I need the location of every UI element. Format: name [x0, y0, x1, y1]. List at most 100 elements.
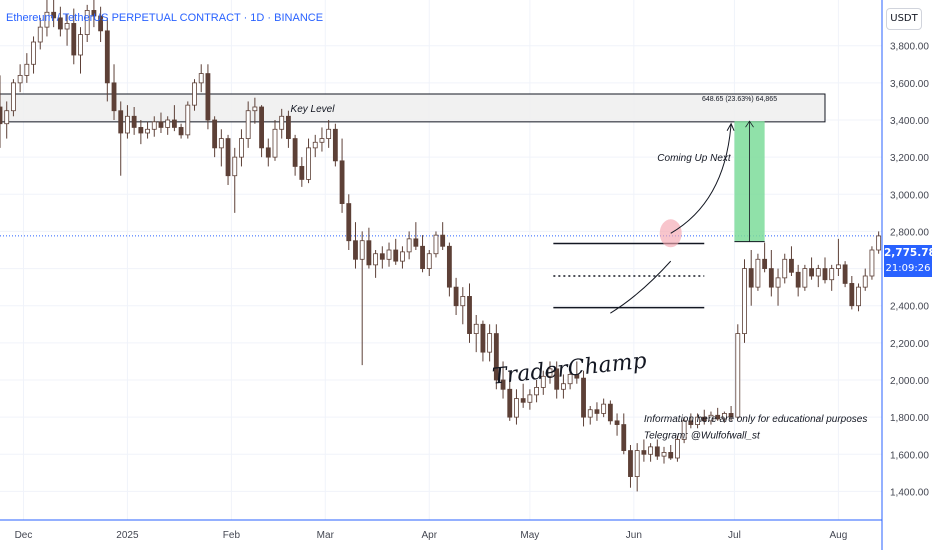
candle-body — [91, 10, 97, 17]
candle-body — [319, 138, 325, 143]
candle-body — [755, 258, 761, 288]
candle — [299, 157, 305, 187]
candle-body — [601, 403, 607, 414]
y-tick-label: 2,400.00 — [890, 302, 929, 313]
candle-body — [721, 413, 727, 420]
candle — [715, 407, 721, 421]
candle-body — [728, 413, 734, 418]
candle-body — [815, 268, 821, 277]
candle — [171, 105, 177, 132]
candle — [822, 257, 828, 284]
candle — [708, 411, 714, 425]
candle-body — [587, 409, 593, 418]
candle — [768, 250, 774, 297]
candle — [701, 409, 707, 425]
candle-body — [78, 34, 83, 56]
candle — [869, 246, 875, 280]
x-tick-label: Jul — [728, 530, 741, 541]
candle-body — [71, 23, 77, 56]
candle-body — [279, 115, 285, 130]
candle-body — [413, 238, 419, 247]
target-arrow-head — [745, 120, 754, 128]
candle-body — [131, 115, 137, 128]
candle-body — [547, 368, 553, 377]
coming-up-next-label: Coming Up Next — [657, 153, 732, 164]
candle — [339, 138, 345, 213]
trend-curve — [610, 260, 672, 314]
candle — [192, 79, 197, 111]
candle-body — [782, 258, 788, 279]
candle — [104, 17, 110, 102]
candle — [306, 138, 311, 184]
candle-body — [44, 11, 50, 28]
candle-body — [386, 249, 392, 260]
x-tick-label: 2025 — [116, 530, 139, 541]
zones — [0, 93, 882, 243]
candle — [413, 222, 419, 250]
y-tick-label: 3,000.00 — [890, 190, 929, 201]
candle-body — [775, 277, 781, 288]
candle — [292, 134, 298, 176]
candle-body — [178, 127, 184, 136]
candle — [755, 253, 761, 291]
currency-button[interactable]: USDT — [886, 8, 922, 30]
candle — [406, 231, 412, 260]
key-level-zone — [0, 93, 826, 123]
candle — [514, 389, 519, 425]
candle-body — [748, 268, 754, 288]
candle-body — [192, 82, 197, 106]
candle — [332, 123, 338, 167]
candle-body — [675, 439, 680, 459]
candle-body — [567, 374, 573, 385]
candle-body — [795, 271, 801, 288]
candle — [594, 402, 600, 421]
candle-body — [265, 147, 271, 158]
candle — [212, 116, 218, 158]
candle — [795, 264, 801, 297]
candle — [641, 439, 647, 462]
candle-body — [339, 160, 345, 204]
candle — [587, 406, 593, 425]
candle-body — [359, 240, 365, 260]
last-price-value: 2,775.78 — [884, 247, 932, 259]
candle — [547, 361, 553, 384]
candle-body — [393, 249, 399, 262]
candle — [668, 445, 674, 460]
candle — [11, 79, 16, 117]
candle-body — [84, 10, 90, 35]
candle-body — [252, 106, 258, 112]
telegram-text: Telegram: @Wulfofwall_st — [644, 431, 761, 442]
candle-countdown: 21:09:26 — [885, 263, 931, 274]
candle — [91, 0, 97, 28]
last-price-badge: 2,775.78 21:09:26 — [884, 245, 932, 277]
candle-body — [299, 166, 305, 180]
candle-body — [460, 296, 466, 307]
candle-body — [205, 73, 211, 121]
candle — [554, 361, 560, 399]
candle — [232, 147, 238, 213]
candle — [473, 315, 479, 353]
candle-body — [876, 235, 882, 251]
candle — [359, 231, 365, 366]
candle — [84, 4, 90, 42]
candle-body — [171, 119, 177, 128]
candle — [742, 259, 747, 343]
y-tick-label: 2,200.00 — [890, 339, 929, 350]
candle — [386, 242, 392, 267]
candle — [393, 238, 399, 265]
candle — [225, 134, 231, 185]
candle — [118, 101, 124, 176]
candle — [480, 320, 486, 362]
candle-body — [574, 374, 580, 379]
candle-body — [715, 414, 721, 420]
candle — [581, 370, 586, 427]
candle-body — [138, 127, 144, 134]
candle — [420, 235, 425, 273]
candle — [849, 276, 855, 310]
candle — [245, 101, 251, 148]
candle-body — [4, 110, 10, 125]
candle — [24, 53, 30, 83]
candle — [31, 36, 36, 74]
candle-body — [534, 387, 539, 396]
